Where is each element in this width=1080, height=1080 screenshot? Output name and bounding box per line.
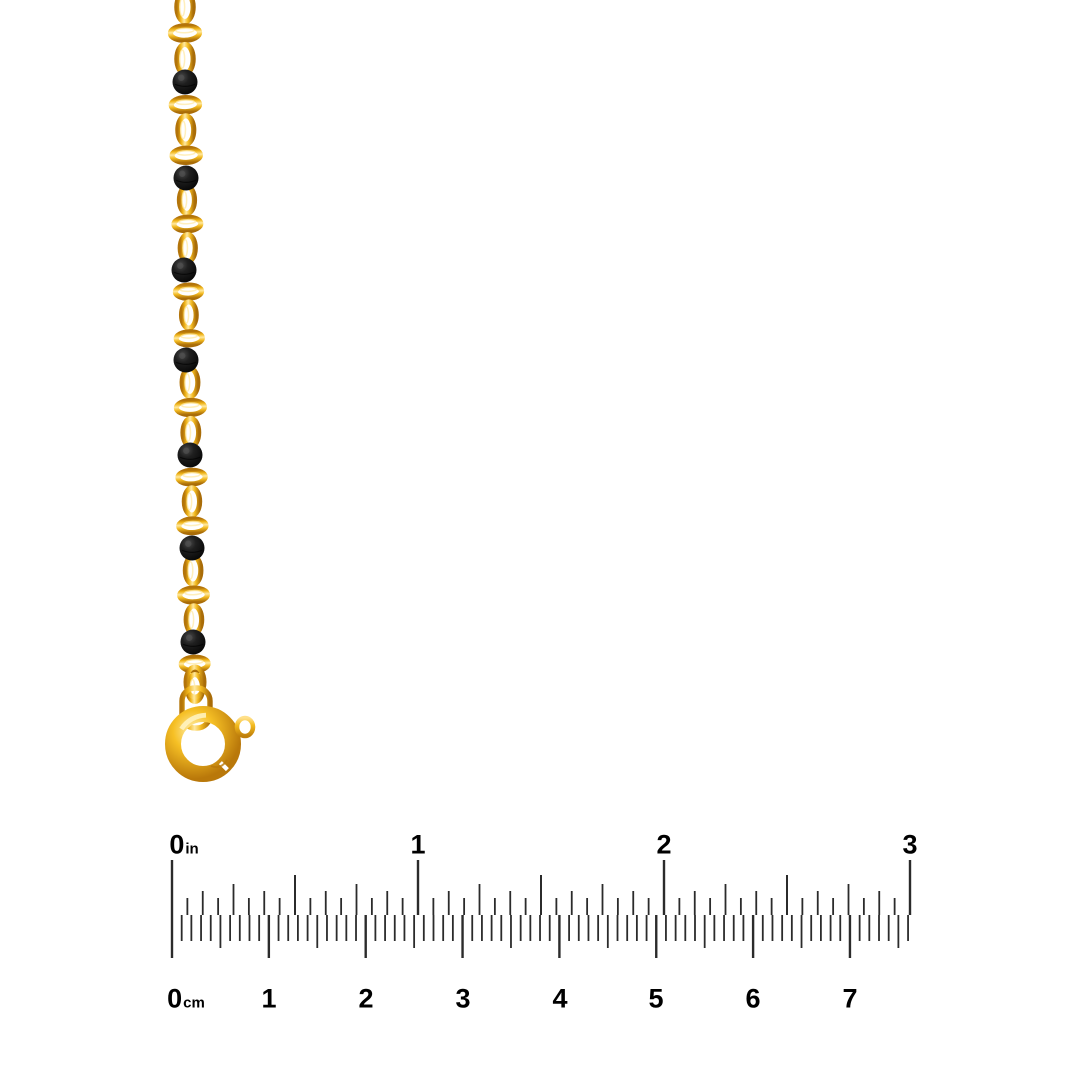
chain-link bbox=[169, 145, 203, 166]
chain-link bbox=[172, 282, 205, 301]
chain-link bbox=[181, 485, 203, 518]
chain-link bbox=[179, 365, 201, 400]
chain-bead bbox=[173, 347, 199, 373]
chain-link bbox=[176, 516, 209, 536]
chain-link bbox=[174, 0, 196, 25]
chain-link bbox=[182, 553, 204, 587]
chain-link bbox=[178, 299, 199, 331]
chain-link bbox=[177, 231, 198, 265]
chain-bead bbox=[177, 442, 203, 468]
chain-link bbox=[176, 183, 198, 217]
chain-link bbox=[167, 23, 203, 43]
chain-bead bbox=[171, 257, 197, 283]
dual-scale-ruler bbox=[170, 860, 912, 958]
chain-link bbox=[183, 603, 205, 637]
chain-link bbox=[168, 94, 203, 115]
clasp-gap bbox=[218, 761, 229, 772]
chain-link bbox=[174, 41, 196, 77]
chain-link bbox=[173, 329, 205, 348]
clasp-jump-ring bbox=[183, 664, 207, 700]
chain-link bbox=[171, 214, 204, 234]
clasp-highlight bbox=[179, 712, 207, 731]
chain-link bbox=[175, 467, 208, 487]
spring-ring-clasp bbox=[165, 664, 256, 782]
chain-bead bbox=[180, 629, 206, 655]
chain-bead bbox=[179, 535, 205, 561]
chain-bead bbox=[173, 165, 199, 191]
chain-link bbox=[173, 397, 208, 418]
chain-link bbox=[177, 585, 210, 605]
chain-link bbox=[175, 113, 197, 147]
chain-beads-group bbox=[171, 69, 206, 655]
chain-link bbox=[178, 654, 211, 674]
chain-bead bbox=[172, 69, 198, 95]
chain-link bbox=[180, 415, 202, 450]
clasp-seam bbox=[210, 759, 228, 769]
clasp-tab bbox=[234, 715, 256, 739]
